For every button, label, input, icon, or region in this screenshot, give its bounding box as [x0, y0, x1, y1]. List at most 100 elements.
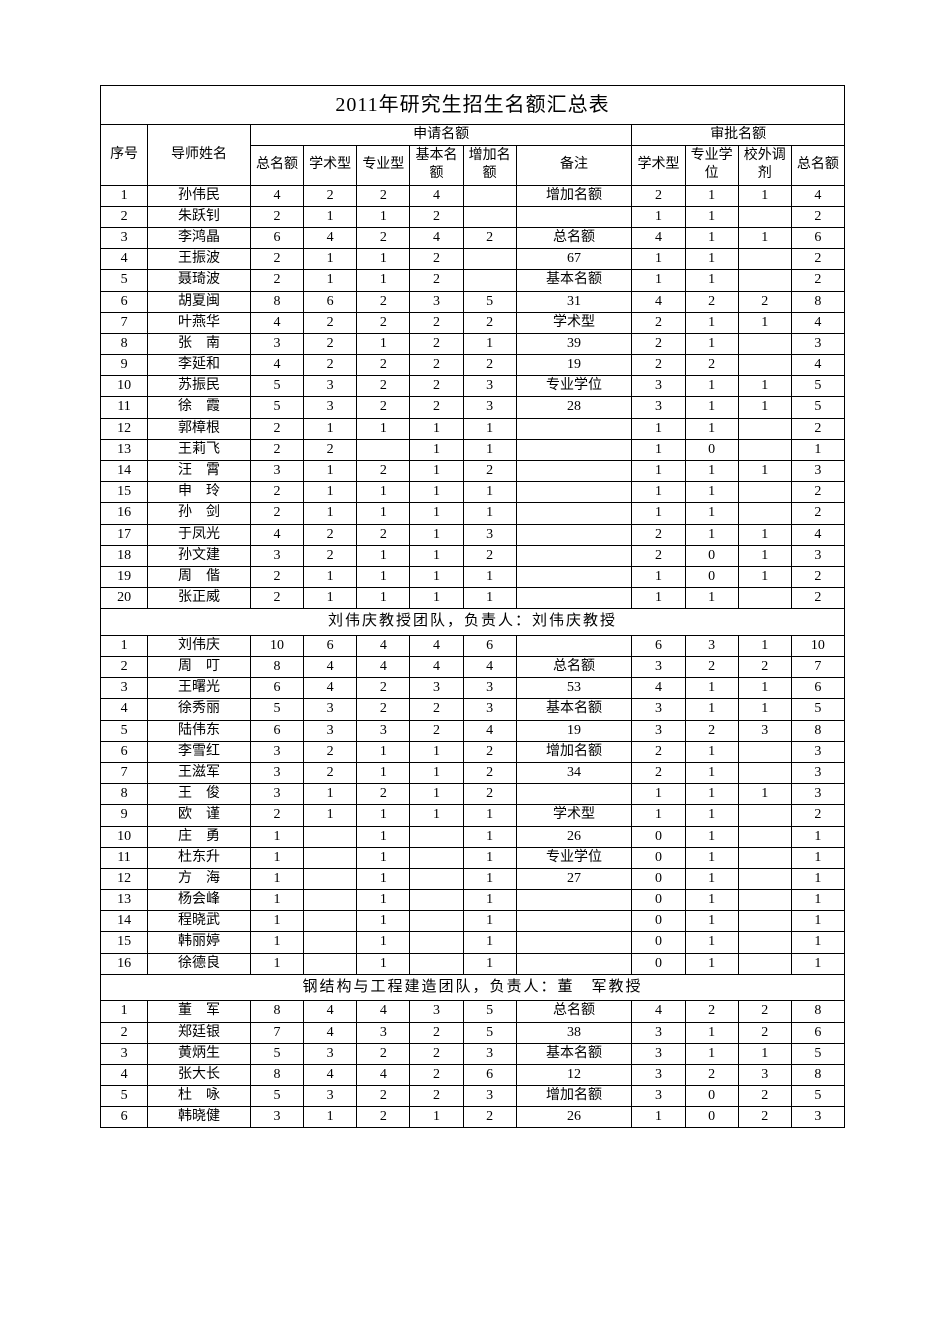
cell-value: 3: [410, 291, 463, 312]
table-row: 7叶燕华42222学术型2114: [101, 312, 845, 333]
cell-value: 1: [357, 588, 410, 609]
cell-value: 1: [250, 847, 303, 868]
cell-value: 4: [410, 227, 463, 248]
cell-advisor-name: 张 南: [148, 333, 251, 354]
cell-seq: 14: [101, 461, 148, 482]
cell-value: 19: [516, 720, 632, 741]
cell-value: 5: [250, 1043, 303, 1064]
header-approve-ext: 校外调剂: [738, 146, 791, 185]
cell-seq: 6: [101, 741, 148, 762]
table-row: 16孙 剑21111112: [101, 503, 845, 524]
table-row: 18孙文建321122013: [101, 545, 845, 566]
cell-advisor-name: 韩丽婷: [148, 932, 251, 953]
cell-seq: 13: [101, 890, 148, 911]
cell-value: 1: [357, 503, 410, 524]
cell-seq: 1: [101, 1001, 148, 1022]
cell-value: 总名额: [516, 1001, 632, 1022]
cell-value: 5: [250, 1086, 303, 1107]
cell-value: [516, 418, 632, 439]
header-seq: 序号: [101, 125, 148, 186]
table-row: 9欧 谨21111学术型112: [101, 805, 845, 826]
cell-value: 6: [632, 635, 685, 656]
cell-advisor-name: 韩晓健: [148, 1107, 251, 1128]
cell-value: 3: [410, 678, 463, 699]
cell-seq: 18: [101, 545, 148, 566]
cell-value: 2: [250, 249, 303, 270]
cell-value: 1: [357, 847, 410, 868]
header-professional: 专业型: [357, 146, 410, 185]
table-row: 10苏振民53223专业学位3115: [101, 376, 845, 397]
cell-value: 1: [738, 461, 791, 482]
section-heading: 钢结构与工程建造团队，负责人：董 军教授: [101, 974, 845, 1001]
cell-value: 4: [250, 524, 303, 545]
cell-value: 1: [685, 397, 738, 418]
table-row: 12方 海11127011: [101, 868, 845, 889]
cell-value: [304, 953, 357, 974]
cell-value: 2: [410, 312, 463, 333]
cell-value: 1: [357, 206, 410, 227]
cell-value: 1: [463, 566, 516, 587]
cell-value: 3: [357, 1022, 410, 1043]
cell-advisor-name: 陆伟东: [148, 720, 251, 741]
cell-value: 基本名额: [516, 270, 632, 291]
cell-seq: 12: [101, 418, 148, 439]
cell-value: 2: [463, 461, 516, 482]
cell-value: 1: [410, 741, 463, 762]
cell-value: 1: [632, 588, 685, 609]
cell-value: 1: [632, 206, 685, 227]
cell-seq: 13: [101, 439, 148, 460]
cell-value: 1: [304, 566, 357, 587]
cell-value: 1: [685, 784, 738, 805]
cell-value: 1: [463, 805, 516, 826]
cell-value: 6: [250, 720, 303, 741]
table-row: 14程晓武111011: [101, 911, 845, 932]
cell-value: 2: [410, 376, 463, 397]
cell-value: 2: [738, 1086, 791, 1107]
cell-value: 1: [463, 932, 516, 953]
cell-value: 2: [304, 741, 357, 762]
cell-value: 1: [410, 805, 463, 826]
table-row: 6韩晓健31212261023: [101, 1107, 845, 1128]
table-row: 14汪 霄312121113: [101, 461, 845, 482]
cell-value: 1: [357, 911, 410, 932]
cell-value: 1: [357, 418, 410, 439]
cell-value: 1: [685, 678, 738, 699]
table-row: 8王 俊312121113: [101, 784, 845, 805]
cell-value: 1: [632, 461, 685, 482]
cell-value: 2: [410, 1043, 463, 1064]
cell-value: [738, 249, 791, 270]
table-title: 2011年研究生招生名额汇总表: [101, 86, 845, 125]
cell-advisor-name: 王 俊: [148, 784, 251, 805]
cell-seq: 4: [101, 249, 148, 270]
cell-value: 1: [463, 439, 516, 460]
cell-value: 1: [357, 545, 410, 566]
cell-value: 6: [463, 635, 516, 656]
cell-value: 2: [357, 185, 410, 206]
header-total: 总名额: [250, 146, 303, 185]
cell-value: [738, 439, 791, 460]
cell-seq: 14: [101, 911, 148, 932]
cell-value: [738, 890, 791, 911]
cell-value: 2: [410, 699, 463, 720]
cell-seq: 4: [101, 1064, 148, 1085]
cell-value: [738, 333, 791, 354]
cell-advisor-name: 欧 谨: [148, 805, 251, 826]
cell-advisor-name: 董 军: [148, 1001, 251, 1022]
cell-seq: 2: [101, 206, 148, 227]
cell-value: 0: [632, 911, 685, 932]
cell-value: 4: [304, 1022, 357, 1043]
cell-value: 1: [685, 762, 738, 783]
cell-value: 1: [357, 953, 410, 974]
cell-value: 4: [357, 1001, 410, 1022]
cell-value: 2: [738, 1107, 791, 1128]
cell-advisor-name: 李雪红: [148, 741, 251, 762]
cell-value: 1: [463, 588, 516, 609]
cell-value: 1: [791, 953, 844, 974]
cell-seq: 11: [101, 847, 148, 868]
cell-value: 2: [304, 185, 357, 206]
cell-advisor-name: 苏振民: [148, 376, 251, 397]
cell-seq: 9: [101, 805, 148, 826]
cell-value: 3: [304, 1043, 357, 1064]
cell-value: 基本名额: [516, 1043, 632, 1064]
cell-value: 1: [738, 635, 791, 656]
